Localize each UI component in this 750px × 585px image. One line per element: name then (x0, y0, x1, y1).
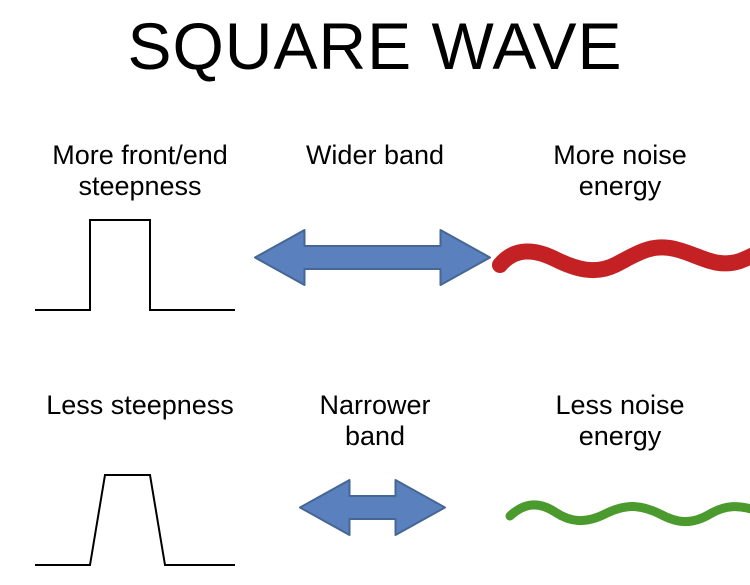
label-steep-less: Less steepness (25, 390, 255, 421)
arrow-narrow-icon (300, 480, 445, 535)
pulse-soft (35, 465, 235, 565)
noise-red (500, 235, 750, 290)
arrow-wide-icon (255, 230, 490, 285)
pulse-steep (35, 215, 235, 310)
noise-green (510, 490, 750, 535)
label-steep-more: More front/endsteepness (25, 140, 255, 202)
label-noise-less: Less noiseenergy (505, 390, 735, 452)
label-narrow-band: Narrowerband (275, 390, 475, 452)
label-noise-more: More noiseenergy (505, 140, 735, 202)
page-title: SQUARE WAVE (0, 8, 750, 84)
label-wider-band: Wider band (275, 140, 475, 171)
